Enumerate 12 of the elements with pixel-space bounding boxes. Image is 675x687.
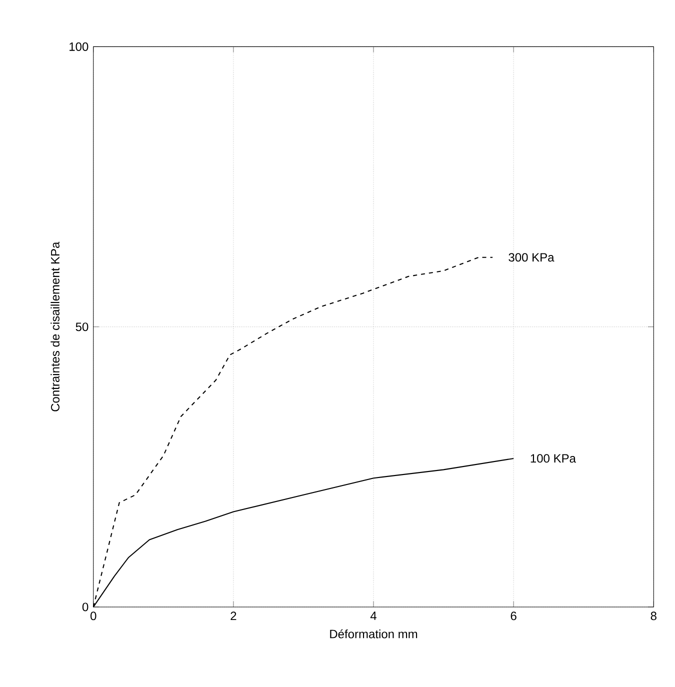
y-axis-title: Contraintes de cisaillement KPa	[50, 242, 60, 412]
x-tick-label: 6	[510, 612, 516, 620]
series-label: 300 KPa	[508, 253, 554, 262]
y-tick-label: 0	[82, 602, 88, 612]
x-tick-label: 4	[370, 612, 376, 620]
x-axis-title: Déformation mm	[330, 629, 418, 638]
y-tick-label: 100	[70, 42, 88, 51]
x-tick-label: 2	[230, 612, 236, 620]
x-tick-label: 0	[90, 612, 96, 620]
y-tick-label: 50	[76, 322, 88, 332]
x-tick-label: 8	[650, 612, 656, 620]
series-label: 100 KPa	[530, 454, 576, 463]
